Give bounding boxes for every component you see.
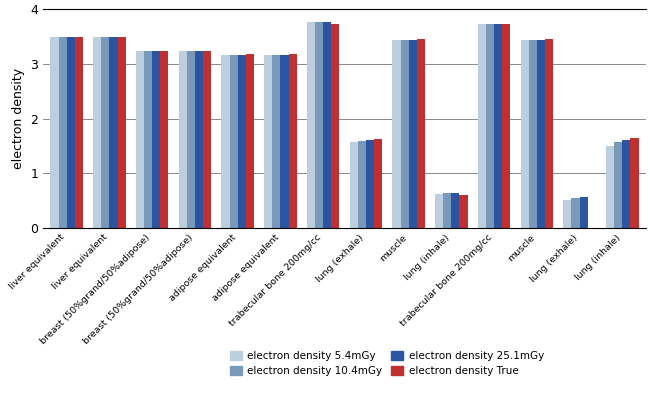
Bar bbox=[614, 142, 622, 228]
Bar bbox=[400, 40, 409, 228]
Bar bbox=[417, 39, 425, 228]
Legend: electron density 5.4mGy, electron density 10.4mGy, electron density 25.1mGy, ele: electron density 5.4mGy, electron densit… bbox=[226, 347, 548, 380]
Bar bbox=[93, 37, 101, 228]
Y-axis label: electron density: electron density bbox=[12, 68, 25, 169]
Bar bbox=[630, 138, 638, 228]
Bar bbox=[222, 55, 229, 228]
Bar bbox=[537, 40, 545, 228]
Bar bbox=[486, 24, 494, 228]
Bar bbox=[136, 51, 144, 228]
Bar bbox=[280, 55, 289, 228]
Bar bbox=[460, 195, 467, 228]
Bar bbox=[187, 51, 195, 228]
Bar bbox=[109, 37, 118, 228]
Bar bbox=[478, 24, 486, 228]
Bar bbox=[350, 142, 358, 228]
Bar bbox=[179, 51, 187, 228]
Bar bbox=[443, 193, 451, 228]
Bar bbox=[307, 22, 315, 228]
Bar bbox=[161, 51, 168, 228]
Bar bbox=[101, 37, 109, 228]
Bar bbox=[451, 193, 460, 228]
Bar bbox=[528, 40, 537, 228]
Bar bbox=[272, 55, 280, 228]
Bar bbox=[366, 140, 374, 228]
Bar bbox=[502, 24, 510, 228]
Bar bbox=[229, 55, 238, 228]
Bar bbox=[374, 139, 382, 228]
Bar bbox=[622, 140, 630, 228]
Bar bbox=[118, 37, 125, 228]
Bar bbox=[571, 198, 580, 228]
Bar bbox=[521, 40, 528, 228]
Bar bbox=[58, 37, 67, 228]
Bar bbox=[75, 37, 83, 228]
Bar bbox=[238, 55, 246, 228]
Bar bbox=[435, 194, 443, 228]
Bar bbox=[51, 37, 58, 228]
Bar bbox=[606, 146, 614, 228]
Bar bbox=[315, 22, 323, 228]
Bar bbox=[203, 51, 211, 228]
Bar bbox=[264, 55, 272, 228]
Bar bbox=[195, 51, 203, 228]
Bar bbox=[152, 51, 161, 228]
Bar bbox=[332, 24, 339, 228]
Bar bbox=[580, 197, 588, 228]
Bar bbox=[246, 54, 254, 228]
Bar bbox=[564, 200, 571, 228]
Bar bbox=[545, 39, 553, 228]
Bar bbox=[358, 141, 366, 228]
Bar bbox=[393, 40, 400, 228]
Bar bbox=[409, 40, 417, 228]
Bar bbox=[289, 54, 296, 228]
Bar bbox=[144, 51, 152, 228]
Bar bbox=[494, 24, 502, 228]
Bar bbox=[67, 37, 75, 228]
Bar bbox=[323, 22, 332, 228]
